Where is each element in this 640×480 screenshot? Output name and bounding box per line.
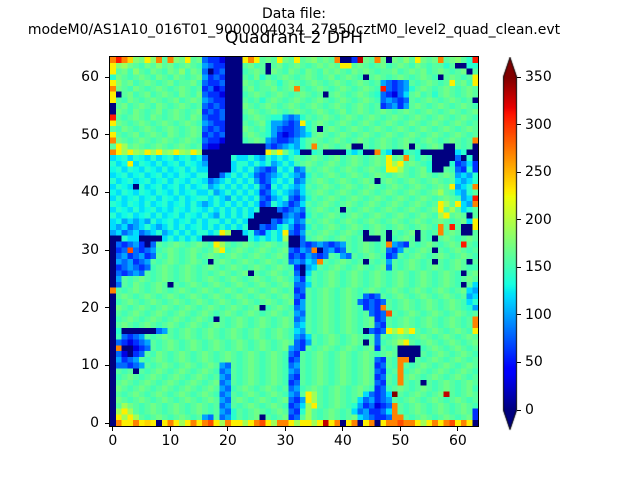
colorbar-tick-mark	[517, 124, 521, 126]
colorbar-tick-mark	[517, 171, 521, 173]
colorbar-tick-label: 350	[525, 69, 552, 85]
colorbar-tick-mark	[517, 219, 521, 221]
colorbar-tick-label: 50	[525, 354, 543, 371]
x-tick-mark	[169, 427, 171, 431]
heatmap-plot-area	[109, 56, 479, 427]
y-tick-mark	[105, 422, 109, 424]
x-tick-label: 60	[448, 433, 467, 449]
y-tick-label: 10	[81, 357, 99, 374]
y-tick-mark	[105, 191, 109, 193]
colorbar-tick-label: 300	[525, 116, 552, 133]
x-tick-label: 10	[161, 433, 180, 449]
x-tick-mark	[284, 427, 286, 431]
y-tick-label: 40	[81, 184, 99, 201]
x-tick-mark	[399, 427, 401, 431]
chart-title: Quadrant 2 DPH	[225, 28, 363, 48]
y-tick-label: 20	[81, 299, 99, 316]
colorbar-tick-mark	[517, 361, 521, 363]
x-tick-label: 30	[276, 433, 295, 449]
x-tick-label: 50	[391, 433, 410, 449]
colorbar-canvas	[502, 57, 518, 431]
colorbar-tick-mark	[517, 314, 521, 316]
x-tick-label: 0	[108, 433, 118, 449]
y-tick-mark	[105, 76, 109, 78]
colorbar-tick-label: 100	[525, 306, 552, 323]
colorbar-tick-label: 200	[525, 211, 552, 228]
y-tick-mark	[105, 249, 109, 251]
y-tick-label: 50	[81, 126, 99, 143]
colorbar-tick-mark	[517, 266, 521, 268]
y-tick-mark	[105, 134, 109, 136]
colorbar-tick-label: 0	[525, 402, 534, 418]
data-file-label: Data file: modeM0/AS1A10_016T01_90000040…	[27, 6, 561, 38]
y-tick-mark	[105, 307, 109, 309]
heatmap-canvas	[110, 57, 478, 426]
colorbar-tick-mark	[517, 76, 521, 78]
x-tick-mark	[457, 427, 459, 431]
y-tick-label: 60	[81, 69, 99, 86]
y-tick-mark	[105, 364, 109, 366]
colorbar-tick-label: 250	[525, 164, 552, 181]
colorbar-tick-mark	[517, 409, 521, 411]
colorbar-tick-label: 150	[525, 259, 552, 276]
x-tick-label: 20	[218, 433, 237, 449]
x-tick-mark	[227, 427, 229, 431]
y-tick-label: 30	[81, 242, 99, 259]
x-tick-label: 40	[333, 433, 352, 449]
x-tick-mark	[112, 427, 114, 431]
x-tick-mark	[342, 427, 344, 431]
y-tick-label: 0	[90, 415, 99, 432]
